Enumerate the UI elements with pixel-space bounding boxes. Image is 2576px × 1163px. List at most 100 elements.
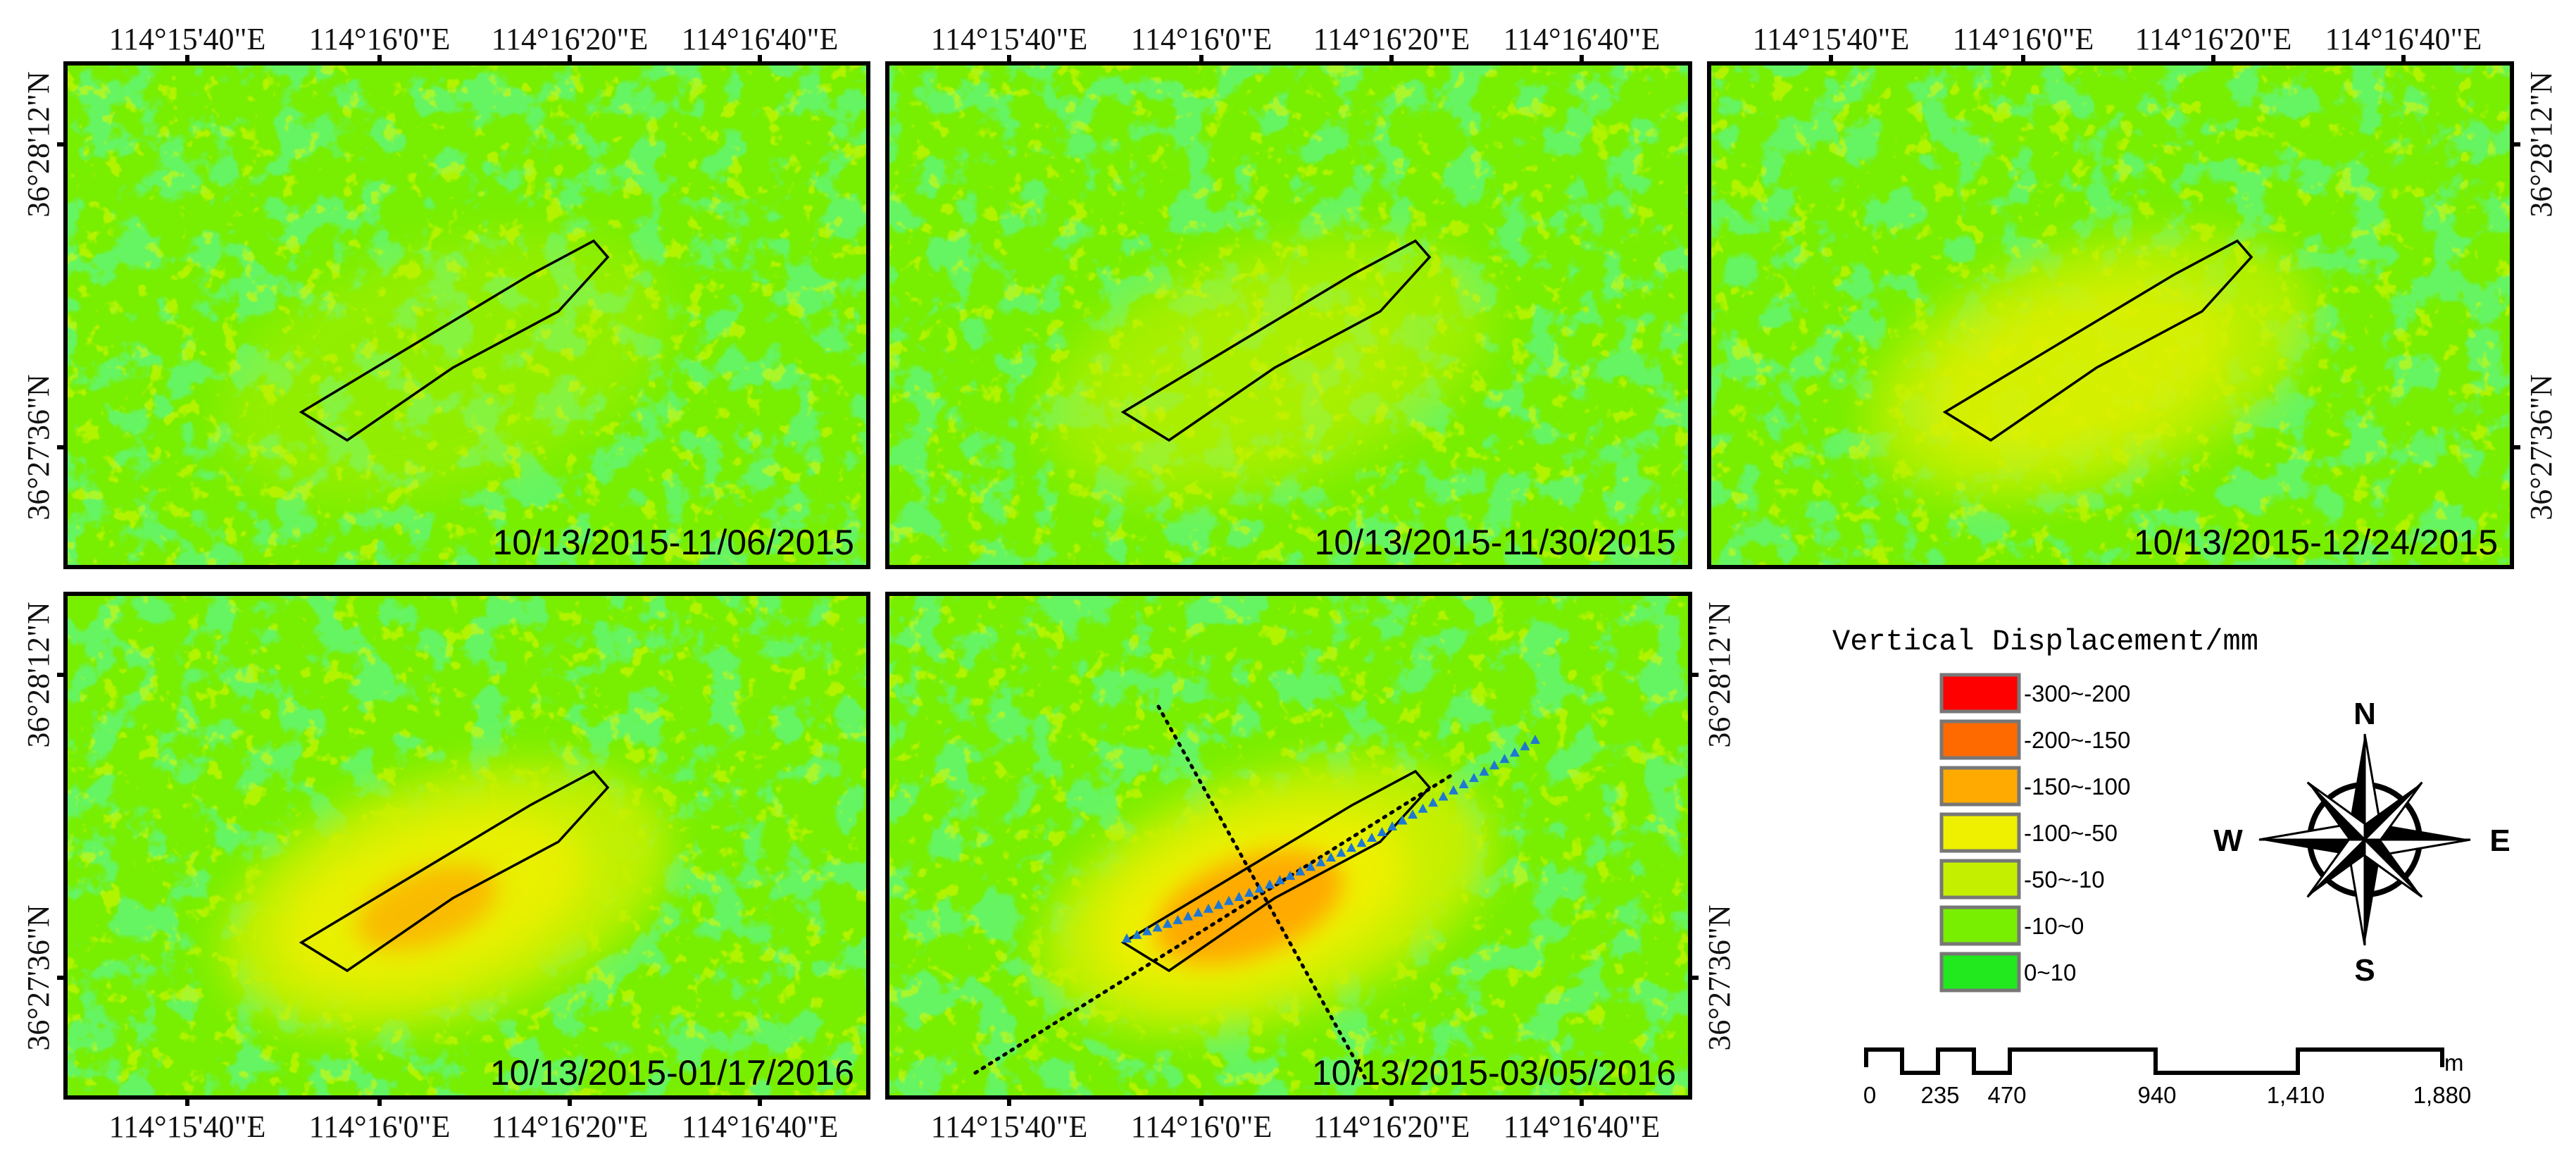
longitude-label: 114°16'20"E [2135,22,2292,56]
legend-item: -10~0 [1939,905,2084,946]
longitude-label: 114°16'20"E [492,1109,649,1144]
working-face-outline [1120,769,1432,973]
monitoring-point [1122,933,1132,943]
legend-label: 0~10 [2024,959,2076,985]
legend-item: -200~-150 [1939,719,2130,760]
monitoring-point [1132,929,1142,939]
map-panel: 10/13/2015-12/24/2015 114°15'40"E 114°16'0… [1707,22,2558,569]
longitude-label: 114°16'20"E [1313,22,1470,56]
monitoring-point [1193,907,1203,917]
monitoring-point [1377,826,1387,836]
monitoring-point [1336,847,1346,857]
legend-swatch [1939,673,2021,714]
compass-south: S [2354,953,2375,988]
north-arrow-compass: N S E W [2213,697,2510,988]
monitoring-point [1397,815,1408,825]
monitoring-points [1122,735,1540,943]
longitude-label: 114°15'40"E [931,22,1088,56]
monitoring-point [1315,857,1326,866]
latitude-label: 36°27'36"N [21,374,56,520]
map-panel: 10/13/2015-03/05/2016 114°15'40"E 114°16'0… [885,592,1737,1144]
longitude-label: 114°16'40"E [682,1109,839,1144]
longitude-label: 114°15'40"E [109,1109,266,1144]
legend-title: Vertical Displacement/mm [1832,625,2258,659]
monitoring-point [1163,919,1173,928]
legend-label: -150~-100 [2024,773,2130,800]
longitude-label: 114°16'40"E [1503,1109,1661,1144]
legend-item: -50~-10 [1939,859,2105,900]
monitoring-point [1449,785,1458,795]
scale-bar: m 0 235 470 940 1,410 1,880 [1863,1047,2472,1108]
monitoring-point [1213,900,1224,909]
monitoring-point [1418,803,1428,813]
monitoring-point [1265,879,1275,889]
monitoring-point [1408,809,1418,819]
scale-tick-label: 940 [2137,1082,2176,1108]
longitude-label: 114°16'0"E [1131,22,1273,56]
longitude-label: 114°16'0"E [1131,1109,1273,1144]
legend-swatch [1939,859,2021,900]
legend-item: -100~-50 [1939,812,2118,853]
monitoring-point [1356,838,1367,847]
working-face-outline [299,239,610,442]
monitoring-point [1346,842,1356,852]
legend-swatch [1939,766,2021,807]
monitoring-point [1183,911,1193,921]
legend-label: -10~0 [2024,913,2084,939]
monitoring-point [1489,760,1499,770]
longitude-label: 114°16'20"E [1313,1109,1470,1144]
longitude-label: 114°16'40"E [682,22,839,56]
scale-tick-label: 470 [1987,1082,2026,1108]
monitoring-point [1254,883,1265,893]
panel-date-range: 10/13/2015-12/24/2015 [2134,523,2498,562]
monitoring-point [1458,778,1469,788]
legend-swatch [1939,905,2021,946]
monitoring-point [1499,754,1510,764]
panel-date-range: 10/13/2015-01/17/2016 [490,1053,854,1093]
monitoring-point [1520,741,1530,751]
longitude-label: 114°16'0"E [309,22,451,56]
longitude-label: 114°15'40"E [1753,22,1910,56]
working-face-outline [1120,239,1432,442]
monitoring-point [1295,866,1306,876]
legend-item: 0~10 [1939,952,2076,993]
legend-label: -200~-150 [2024,727,2130,753]
panel-date-range: 10/13/2015-11/30/2015 [1315,523,1676,562]
map-panel: 10/13/2015-01/17/2016 114°15'40"E 114°16'0… [21,592,870,1144]
monitoring-point [1244,888,1254,897]
longitude-label: 114°16'0"E [1953,22,2094,56]
map-panel: 10/13/2015-11/30/2015 114°15'40"E 114°16'0… [885,22,1692,569]
monitoring-point [1469,773,1479,783]
compass-west: W [2213,823,2243,858]
monitoring-point [1224,895,1234,905]
working-face-outline [299,769,610,973]
map-panel: 10/13/2015-11/06/2015 114°15'40"E 114°16'0… [21,22,870,569]
panel-date-range: 10/13/2015-03/05/2016 [1312,1053,1676,1093]
latitude-label: 36°27'36"N [2524,374,2558,520]
monitoring-point [1428,797,1438,807]
compass-east: E [2489,823,2510,858]
monitoring-point [1152,922,1163,932]
longitude-label: 114°16'40"E [1503,22,1661,56]
scale-unit: m [2444,1050,2464,1076]
latitude-label: 36°28'12"N [1702,602,1737,747]
profile-line-dip [973,771,1456,1075]
legend-swatch [1939,719,2021,760]
scale-tick-label: 1,410 [2267,1082,2325,1108]
longitude-label: 114°16'20"E [492,22,649,56]
monitoring-point [1387,821,1397,831]
scale-tick-label: 1,880 [2413,1082,2472,1108]
monitoring-point [1234,891,1244,901]
latitude-label: 36°27'36"N [21,904,56,1050]
legend-label: -100~-50 [2024,820,2118,846]
legend-label: -50~-10 [2024,866,2105,893]
working-face-outline [1942,239,2253,442]
monitoring-point [1326,852,1336,862]
monitoring-point [1306,862,1315,871]
monitoring-point [1510,747,1520,757]
legend-item: -150~-100 [1939,766,2130,807]
monitoring-point [1142,926,1152,935]
monitoring-point [1275,875,1285,885]
monitoring-point [1285,871,1295,881]
